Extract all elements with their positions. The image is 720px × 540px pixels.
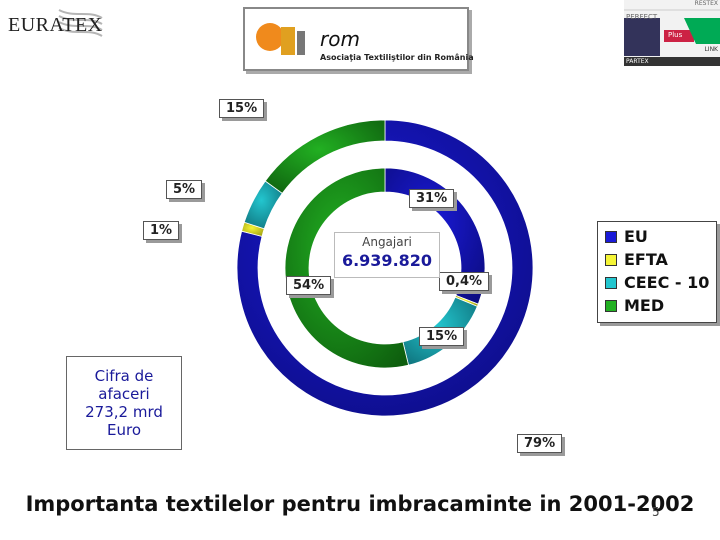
legend-item-eu: EU	[605, 225, 716, 248]
outer-ring-note: Cifra de afaceri 273,2 mrd Euro	[66, 356, 182, 450]
note-line-1: Cifra de	[94, 367, 154, 385]
legend-label-eu: EU	[624, 227, 648, 246]
note-line-3: 273,2 mrd	[85, 403, 163, 421]
slide-title: Importanta textilelor pentru imbracamint…	[25, 492, 695, 516]
label-outer-eu: 79%	[517, 434, 563, 453]
right-logo-side: LINK	[704, 46, 718, 53]
right-logo-top: PERFECT	[626, 13, 658, 21]
center-label-box: Angajari 6.939.820	[334, 232, 440, 278]
outer-slice-med	[264, 119, 386, 194]
legend-item-efta: EFTA	[605, 248, 716, 271]
legend-swatch-ceec	[605, 276, 617, 289]
legend-item-med: MED	[605, 294, 716, 317]
legend-swatch-med	[605, 299, 617, 312]
right-logo-corner: RESTEX	[694, 0, 718, 7]
restex-logo-icon	[624, 0, 720, 66]
label-inner-eu: 31%	[409, 189, 455, 208]
label-outer-med: 15%	[219, 99, 265, 118]
euratex-text: EURATEX	[8, 14, 103, 36]
center-value: 6.939.820	[341, 251, 433, 270]
legend-label-ceec: CEEC - 10	[624, 273, 710, 292]
center-logo: rom Asociaţia Textiliştilor din România	[243, 7, 474, 71]
page-number: 5	[652, 505, 660, 519]
inner-slice-med	[284, 167, 410, 369]
right-logo-mid: Plus	[668, 31, 683, 39]
label-outer-efta: 1%	[143, 221, 180, 240]
outer-slice-eu	[236, 119, 534, 417]
center-label: Angajari	[362, 235, 412, 249]
center-logo-tagline: Asociaţia Textiliştilor din România	[320, 53, 474, 62]
label-inner-efta: 0,4%	[439, 272, 490, 291]
note-line-2: afaceri	[98, 385, 150, 403]
legend-swatch-eu	[605, 230, 617, 243]
legend-label-efta: EFTA	[624, 250, 668, 269]
legend-swatch-efta	[605, 253, 617, 266]
label-outer-ceec: 5%	[166, 180, 203, 199]
label-inner-med: 54%	[286, 276, 332, 295]
center-logo-word: rom	[320, 27, 360, 51]
atrom-logo-icon	[256, 23, 305, 55]
legend-label-med: MED	[624, 296, 665, 315]
note-line-4: Euro	[107, 421, 141, 439]
euratex-pattern-icon	[58, 9, 103, 37]
label-inner-ceec: 15%	[419, 327, 465, 346]
legend-item-ceec: CEEC - 10	[605, 271, 716, 294]
right-logo-bottom: PARTEX	[626, 58, 649, 65]
legend: EU EFTA CEEC - 10 MED	[597, 221, 717, 323]
euratex-logo: EURATEX	[4, 8, 104, 44]
right-logo: RESTEX PERFECT Plus LINK PARTEX	[624, 0, 720, 66]
